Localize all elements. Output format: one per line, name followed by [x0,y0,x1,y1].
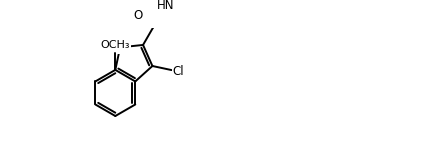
Text: O: O [133,9,142,22]
Text: OCH₃: OCH₃ [100,40,130,50]
Text: S: S [116,41,124,54]
Text: Cl: Cl [172,65,184,78]
Text: HN: HN [157,0,175,12]
